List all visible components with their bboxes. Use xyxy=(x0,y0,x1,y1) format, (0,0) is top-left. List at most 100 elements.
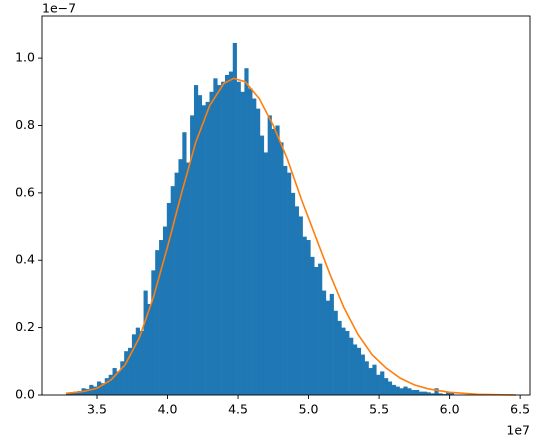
histogram-bar xyxy=(384,378,389,395)
histogram-bar xyxy=(314,266,319,395)
histogram-bar xyxy=(244,68,249,396)
histogram-bar xyxy=(302,236,307,395)
y-tick-label: 0.6 xyxy=(15,184,35,199)
histogram-bar xyxy=(155,250,160,395)
histogram-bar xyxy=(205,101,210,395)
histogram-bar xyxy=(290,192,296,395)
histogram-bar xyxy=(259,135,265,395)
histogram-bar xyxy=(391,384,396,395)
histogram-bar xyxy=(201,105,206,395)
histogram-bar xyxy=(298,216,303,395)
histogram-bar xyxy=(333,310,338,395)
histogram-bar xyxy=(283,165,288,395)
histogram-bar xyxy=(73,391,78,395)
histogram-bar xyxy=(116,371,121,395)
histogram-bar xyxy=(170,186,175,395)
histogram-bar xyxy=(228,71,234,395)
histogram-bar xyxy=(415,389,420,395)
histogram-bar xyxy=(178,159,183,395)
x-tick-label: 5.0 xyxy=(299,402,319,417)
histogram-bar xyxy=(263,152,268,395)
histogram-bar xyxy=(85,388,90,395)
histogram-bar xyxy=(69,392,75,395)
histogram-bar xyxy=(147,304,152,395)
histogram-bar xyxy=(395,386,400,395)
histogram-bar xyxy=(352,344,358,395)
histogram-bar xyxy=(104,378,109,395)
histogram-bar xyxy=(345,330,350,395)
histogram-bar xyxy=(267,115,272,395)
histogram-bar xyxy=(162,226,168,395)
histogram-bar xyxy=(411,389,416,395)
histogram-bar xyxy=(442,393,447,395)
histogram-bar xyxy=(329,293,334,395)
histogram-bar xyxy=(449,392,455,395)
axes-frame xyxy=(41,15,531,396)
histogram-bar xyxy=(139,330,144,395)
histogram-bar xyxy=(252,98,257,395)
histogram-bar xyxy=(321,290,327,395)
x-tick-label: 4.0 xyxy=(158,402,178,417)
histogram-bar xyxy=(97,381,102,395)
histogram-bar xyxy=(422,391,427,395)
histogram-bar xyxy=(209,91,214,396)
histogram-bar xyxy=(446,392,451,395)
histogram-bar xyxy=(159,240,164,395)
histogram-bar xyxy=(426,392,431,395)
histogram-bar xyxy=(248,88,253,395)
histogram-bar xyxy=(182,132,187,395)
histogram-bar xyxy=(190,115,195,395)
histogram-bar xyxy=(356,347,362,395)
histogram-bar xyxy=(151,270,156,395)
histogram-bar xyxy=(279,142,284,395)
histogram-bar xyxy=(131,334,137,395)
histogram-bar xyxy=(217,85,222,395)
histogram-bar xyxy=(221,81,226,396)
histogram-bar xyxy=(65,393,71,395)
histogram-bar xyxy=(275,125,280,395)
y-tick-label: 0.2 xyxy=(15,319,35,334)
histogram-bar xyxy=(438,393,443,395)
histogram-bar xyxy=(376,374,381,395)
histogram-bar xyxy=(271,128,276,395)
histogram-bar xyxy=(166,202,171,395)
histogram-bar xyxy=(403,386,408,395)
histogram-bar xyxy=(100,383,106,395)
y-tick-label: 0.4 xyxy=(15,252,35,267)
histogram-bar xyxy=(368,368,373,395)
histogram-bar xyxy=(387,381,393,395)
histogram-bar xyxy=(372,364,377,395)
histogram-bar xyxy=(349,337,354,395)
y-tick-label: 1.0 xyxy=(15,50,35,65)
histogram-bar xyxy=(174,172,179,395)
histogram-bar xyxy=(193,85,199,395)
histogram-bar xyxy=(143,290,148,395)
histogram-bar xyxy=(380,371,385,395)
histogram-bar xyxy=(197,95,203,396)
histogram-bar xyxy=(407,388,412,395)
histogram-bar xyxy=(256,108,261,396)
histogram-bar xyxy=(225,74,230,395)
histogram-bar xyxy=(294,206,299,395)
histogram-bar xyxy=(430,393,435,395)
histogram-bar xyxy=(306,240,311,395)
histogram-bar xyxy=(364,361,369,395)
histogram-bar xyxy=(93,386,98,395)
histogram-bar xyxy=(232,42,237,395)
y-offset-label: 1e−7 xyxy=(42,1,76,16)
histogram-bar xyxy=(124,351,129,395)
histogram-bar xyxy=(337,320,342,395)
histogram-bar xyxy=(310,256,315,395)
histogram-bar xyxy=(399,388,404,395)
histogram-bar xyxy=(341,327,346,395)
histogram-bar xyxy=(318,263,323,395)
histogram-bar xyxy=(77,390,82,395)
histogram-bar xyxy=(287,172,292,395)
histogram-bar xyxy=(240,91,245,396)
histogram-bar xyxy=(213,78,218,395)
histogram-bar xyxy=(120,361,125,395)
fit-line xyxy=(65,77,516,396)
x-tick-label: 4.5 xyxy=(228,402,248,417)
y-tick-label: 0.0 xyxy=(15,387,35,402)
